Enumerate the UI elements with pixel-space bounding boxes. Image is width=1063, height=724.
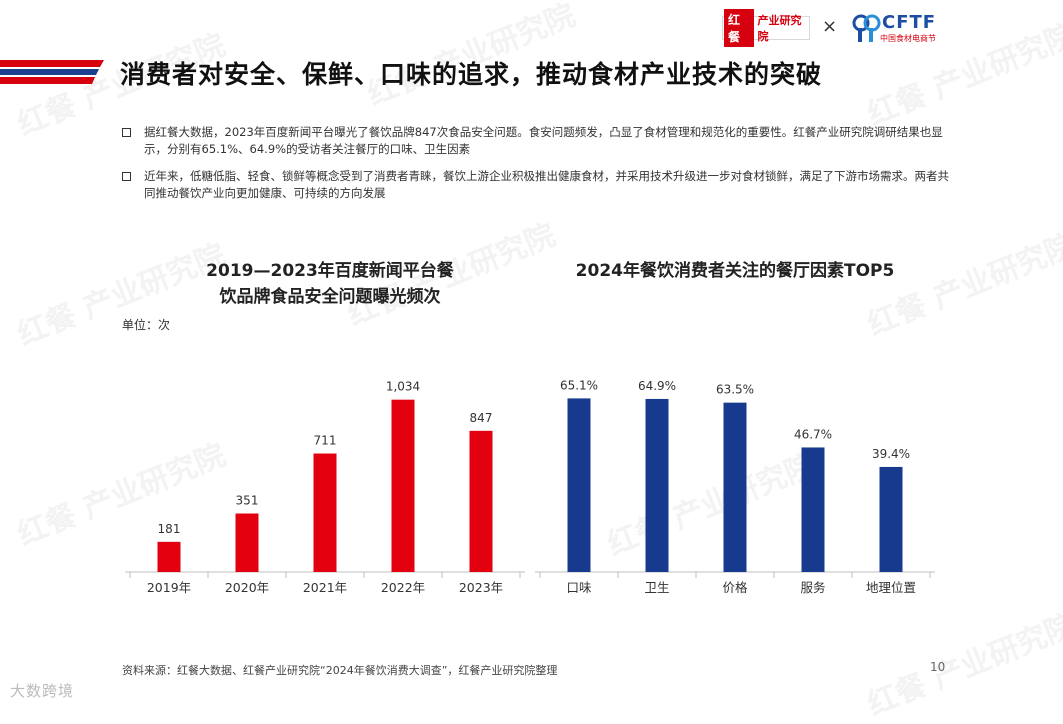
cftf-logo: CFTF 中国食材电商节 [852, 10, 952, 44]
data-label: 39.4% [872, 447, 910, 461]
data-label: 711 [314, 434, 337, 448]
left-chart-title-line2: 饮品牌食品安全问题曝光频次 [219, 287, 441, 307]
bullet-text: 近年来，低糖低脂、轻食、锁鲜等概念受到了消费者青睐，餐饮上游企业积极推出健康食材… [144, 169, 949, 200]
source-note: 资料来源：红餐大数据、红餐产业研究院“2024年餐饮消费大调查”，红餐产业研究院… [122, 664, 558, 677]
cftf-logo-text: CFTF [882, 12, 937, 33]
page-title: 消费者对安全、保鲜、口味的追求，推动食材产业技术的突破 [120, 60, 823, 89]
category-label: 卫生 [644, 580, 669, 595]
data-label: 181 [158, 522, 181, 536]
bullet-text: 据红餐大数据，2023年百度新闻平台曝光了餐饮品牌847次食品安全问题。食安问题… [144, 125, 943, 156]
category-label: 口味 [566, 580, 592, 595]
category-label: 服务 [800, 580, 825, 595]
square-bullet-icon [122, 128, 131, 137]
bar [645, 398, 669, 572]
watermark: 红餐 产业研究院 [862, 607, 1063, 723]
category-label: 价格 [722, 580, 748, 595]
bar [801, 447, 825, 572]
right-chart-title: 2024年餐饮消费者关注的餐厅因素TOP5 [575, 261, 895, 281]
left-bar-chart: 181 2019年 351 2020年 711 2021年 1,034 2022年 847 202… [125, 380, 525, 595]
category-label: 2023年 [459, 580, 503, 595]
hongcan-logo-mark: 红餐 [724, 9, 755, 47]
bar [469, 430, 493, 572]
right-bar-chart: 65.1% 口味 64.9% 卫生 63.5% 价格 46.7% 服务 39.4% 地理位置 [535, 378, 935, 595]
category-label: 2019年 [147, 580, 191, 595]
hongcan-logo: 红餐 产业研究院 [722, 9, 810, 47]
category-label: 2022年 [381, 580, 425, 595]
left-chart-title-line1: 2019—2023年百度新闻平台餐 [206, 261, 454, 281]
hongcan-logo-text: 产业研究院 [757, 14, 802, 43]
category-label: 2021年 [303, 580, 347, 595]
left-chart-title: 2019—2023年百度新闻平台餐 饮品牌食品安全问题曝光频次 [150, 258, 510, 310]
category-label: 地理位置 [866, 580, 916, 595]
data-label: 65.1% [560, 378, 598, 392]
square-bullet-icon [122, 172, 131, 181]
bar [391, 399, 415, 572]
cftf-logo-icon [852, 14, 881, 42]
bar [313, 453, 337, 572]
bar [157, 541, 181, 572]
bar [723, 402, 747, 572]
data-label: 351 [236, 494, 259, 508]
bar [567, 398, 591, 572]
title-stripe [0, 60, 104, 84]
data-label: 46.7% [794, 427, 832, 441]
data-label: 63.5% [716, 383, 754, 397]
bar [879, 466, 903, 572]
cftf-logo-subtext: 中国食材电商节 [880, 34, 936, 43]
category-label: 2020年 [225, 580, 269, 595]
unit-label: 单位：次 [122, 318, 171, 332]
times-icon: × [822, 16, 838, 37]
data-label: 1,034 [386, 380, 420, 394]
bar [235, 513, 259, 572]
bullet-point: 近年来，低糖低脂、轻食、锁鲜等概念受到了消费者青睐，餐饮上游企业积极推出健康食材… [122, 168, 952, 202]
bullet-point: 据红餐大数据，2023年百度新闻平台曝光了餐饮品牌847次食品安全问题。食安问题… [122, 124, 952, 158]
bottom-brand-watermark: 大数跨境 [10, 682, 75, 700]
data-label: 64.9% [638, 379, 676, 393]
page-number: 10 [930, 660, 946, 674]
data-label: 847 [470, 411, 493, 425]
